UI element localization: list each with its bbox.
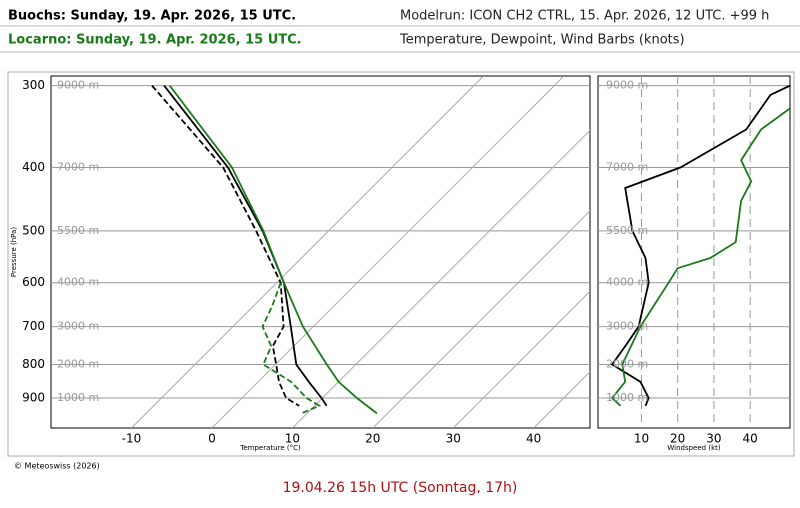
wind-panel	[597, 75, 791, 429]
y-tick-label: 800	[22, 357, 45, 371]
profile-line	[168, 85, 378, 415]
x-tick-label: 40	[526, 432, 541, 446]
wind-line	[610, 84, 790, 407]
x-tick-label: -10	[122, 432, 142, 446]
profile-line	[163, 85, 328, 407]
isotherm	[533, 370, 590, 428]
isotherm	[291, 129, 590, 428]
x-tick-label: 40	[743, 432, 758, 446]
x-axis-title: Temperature (°C)	[239, 444, 301, 452]
height-label: 3000 m	[57, 320, 99, 333]
model-run: Modelrun: ICON CH2 CTRL, 15. Apr. 2026, …	[400, 9, 769, 24]
y-tick-label: 4000 m	[606, 276, 648, 289]
x-axis-title: Windspeed (kt)	[667, 444, 720, 452]
x-tick-label: 20	[365, 432, 380, 446]
y-tick-label: 700	[22, 319, 45, 333]
x-tick-label: 30	[446, 432, 461, 446]
height-label: 5500 m	[57, 224, 99, 237]
isotherm	[452, 290, 590, 428]
height-label: 2000 m	[57, 358, 99, 371]
x-tick-label: 0	[208, 432, 216, 446]
height-label: 4000 m	[57, 276, 99, 289]
y-tick-label: 1000 m	[606, 391, 648, 404]
y-tick-label: 300	[22, 78, 45, 92]
variables: Temperature, Dewpoint, Wind Barbs (knots…	[399, 33, 685, 48]
isotherm	[372, 210, 590, 428]
height-label: 1000 m	[57, 391, 99, 404]
height-label: 7000 m	[57, 160, 99, 173]
y-tick-label: 500	[22, 223, 45, 237]
frame	[7, 71, 795, 457]
station-2: Locarno: Sunday, 19. Apr. 2026, 15 UTC.	[8, 33, 302, 48]
profile-line	[151, 85, 300, 407]
y-tick-label: 7000 m	[606, 160, 648, 173]
x-tick-label: 20	[670, 432, 685, 446]
y-tick-label: 900	[22, 391, 45, 405]
skewt-panel	[50, 75, 591, 429]
x-tick-label: 10	[285, 432, 300, 446]
x-tick-label: 10	[634, 432, 649, 446]
y-tick-label: 3000 m	[606, 320, 648, 333]
height-label: 9000 m	[57, 79, 99, 92]
copyright: © Meteoswiss (2026)	[14, 462, 100, 471]
x-tick-label: 30	[706, 432, 721, 446]
isotherm	[131, 76, 484, 428]
skewt-plot	[51, 76, 590, 428]
y-tick-label: 9000 m	[606, 79, 648, 92]
y-tick-label: 5500 m	[606, 224, 648, 237]
y-tick-label: 600	[22, 275, 45, 289]
wind-plot	[598, 76, 790, 428]
caption: 19.04.26 15h UTC (Sonntag, 17h)	[283, 480, 518, 496]
y-axis-title: Pressure (hPa)	[10, 227, 18, 277]
y-tick-label: 2000 m	[606, 358, 648, 371]
profile-line	[261, 282, 322, 415]
wind-line	[610, 107, 790, 407]
isotherm	[211, 76, 565, 428]
station-1: Buochs: Sunday, 19. Apr. 2026, 15 UTC.	[8, 9, 296, 24]
y-tick-label: 400	[22, 160, 45, 174]
